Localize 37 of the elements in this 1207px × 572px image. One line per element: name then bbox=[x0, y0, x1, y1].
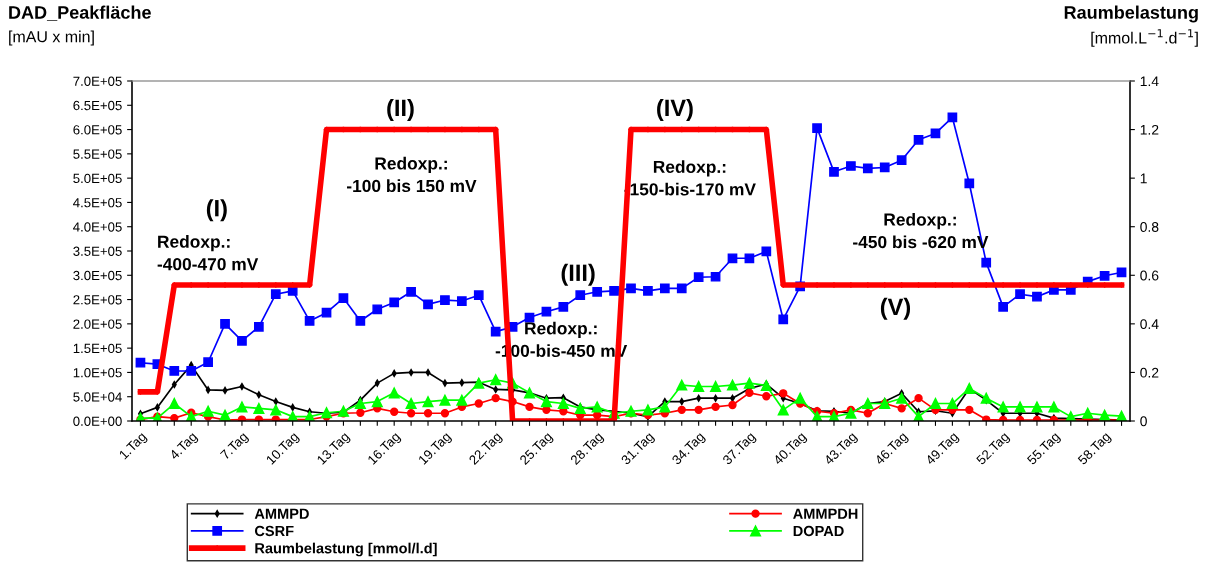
y2-tick-label: 0.8 bbox=[1140, 222, 1159, 232]
y2-axis-title: Raumbelastung [mmol.L$^{−1}$.d$^{−1}$] bbox=[1064, 5, 1198, 47]
y-tick-label: 5.5E+05 bbox=[73, 149, 122, 159]
legend-label: AMMPD bbox=[254, 508, 309, 519]
y-tick-label: 2.0E+05 bbox=[73, 319, 122, 329]
y-tick-label: 2.5E+05 bbox=[73, 295, 122, 305]
y2-tick-label: 0.4 bbox=[1140, 319, 1159, 330]
y-tick-label: 1.5E+05 bbox=[73, 343, 122, 354]
y-tick-label: 4.5E+05 bbox=[73, 198, 122, 208]
y-tick-label: 6.0E+05 bbox=[73, 125, 122, 135]
annotation: Redoxp.: -100 bis 150 mV bbox=[346, 156, 477, 193]
y-axis-title: DAD_Peakfläche [mAU x min] bbox=[9, 5, 151, 46]
y2-tick-label: 1.4 bbox=[1140, 76, 1159, 87]
y-tick-label: 3.0E+05 bbox=[73, 270, 122, 281]
y-tick-label: 5.0E+05 bbox=[73, 173, 122, 184]
y-tick-label: 6.5E+05 bbox=[73, 100, 122, 111]
annotation: Redoxp.: -400-470 mV bbox=[157, 235, 259, 271]
y-tick-label: 1.0E+05 bbox=[73, 368, 122, 378]
y-tick-label: 7.0E+05 bbox=[73, 76, 122, 86]
annotation: (V) bbox=[880, 297, 911, 320]
annotation: (III) bbox=[561, 263, 595, 286]
y2-tick-label: 0 bbox=[1140, 416, 1147, 427]
y-tick-label: 3.5E+05 bbox=[73, 246, 122, 256]
legend-label: DOPAD bbox=[793, 525, 844, 537]
legend-label: AMMPDH bbox=[793, 508, 858, 519]
y-tick-label: 0.0E+00 bbox=[73, 416, 122, 426]
annotation: (I) bbox=[206, 199, 227, 222]
y2-tick-label: 0.2 bbox=[1140, 367, 1159, 378]
annotation: (IV) bbox=[657, 98, 693, 121]
y2-tick-label: 0.6 bbox=[1140, 270, 1159, 281]
y2-tick-label: 1 bbox=[1140, 173, 1147, 184]
legend-label: Raumbelastung [mmol/l.d] bbox=[255, 542, 437, 557]
y-tick-label: 4.0E+05 bbox=[73, 222, 122, 232]
legend-label: CSRF bbox=[254, 525, 294, 537]
y-tick-label: 5.0E+04 bbox=[73, 392, 122, 402]
annotation: (II) bbox=[387, 98, 414, 121]
y2-tick-label: 1.2 bbox=[1140, 124, 1159, 135]
